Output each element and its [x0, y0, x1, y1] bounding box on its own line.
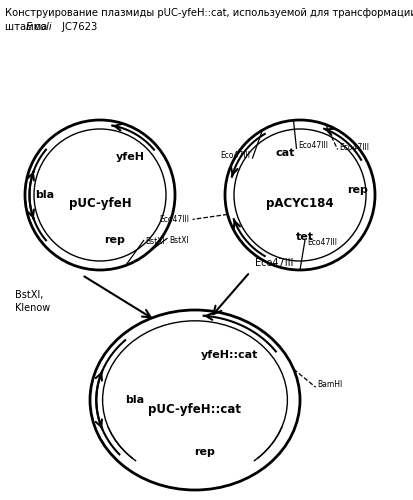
Text: rep: rep	[194, 447, 215, 457]
Text: Eco47III: Eco47III	[339, 142, 369, 152]
Text: Eco47III: Eco47III	[306, 238, 336, 247]
Text: rep: rep	[347, 185, 368, 195]
Text: pACYC184: pACYC184	[266, 196, 333, 209]
Text: Eco47III: Eco47III	[159, 215, 189, 224]
Text: Eco47III: Eco47III	[298, 142, 328, 150]
Text: yfeH: yfeH	[115, 152, 144, 162]
Text: rep: rep	[104, 235, 125, 245]
Text: BstXI: BstXI	[145, 238, 165, 246]
Text: bla: bla	[36, 190, 55, 200]
Text: pUC-yfeH: pUC-yfeH	[69, 196, 131, 209]
Text: tet: tet	[295, 232, 313, 242]
Text: штамма: штамма	[5, 22, 50, 32]
Text: pUC-yfeH::cat: pUC-yfeH::cat	[148, 404, 241, 416]
Text: Eco47III: Eco47III	[254, 258, 293, 268]
Text: BamHI: BamHI	[317, 380, 342, 389]
Text: yfeH::cat: yfeH::cat	[201, 350, 258, 360]
Text: bla: bla	[125, 395, 144, 405]
Text: E.coli: E.coli	[26, 22, 52, 32]
Text: BstXI,: BstXI,	[15, 290, 43, 300]
Text: Конструирование плазмиды pUC-yfeH::cat, используемой для трансформации: Конструирование плазмиды pUC-yfeH::cat, …	[5, 8, 413, 18]
Text: cat: cat	[275, 148, 294, 158]
Text: BstXI: BstXI	[169, 236, 188, 246]
Text: JC7623: JC7623	[59, 22, 97, 32]
Text: Klenow: Klenow	[15, 303, 50, 313]
Text: Eco47III: Eco47III	[220, 151, 250, 160]
